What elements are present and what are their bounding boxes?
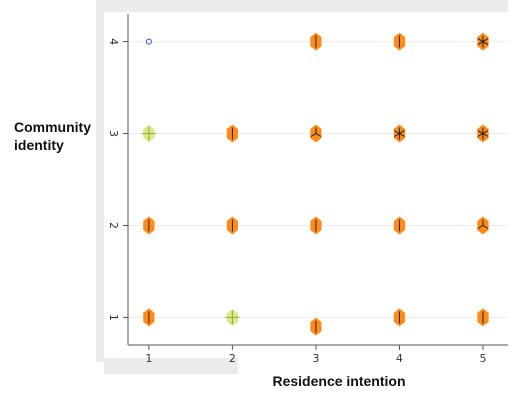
sunflower-petal [482, 133, 489, 137]
y-axis-title-line-1: Community [14, 119, 91, 135]
data-point-3-0.9 [310, 317, 322, 336]
y-axis-title: Community identity [14, 119, 91, 153]
data-point-1-1 [143, 308, 155, 327]
y-tick-label-3: 3 [107, 130, 120, 137]
data-point-4-4 [393, 32, 406, 51]
sunflower-petal [482, 38, 489, 43]
data-point-4-1 [393, 308, 406, 327]
data-point-5-2 [477, 216, 489, 235]
sunflower-petal [482, 41, 489, 46]
data-point-4-3 [393, 124, 406, 143]
y-tick-label-2: 2 [107, 222, 120, 229]
data-point-1-4 [145, 38, 152, 45]
data-point-4-2 [393, 216, 406, 235]
x-tick-label-3: 3 [312, 352, 319, 365]
sunflower-petal [477, 130, 484, 134]
data-points [141, 32, 489, 336]
grid-lines [128, 41, 508, 318]
sunflower-petal [393, 130, 400, 134]
sunflower-petal [477, 133, 484, 137]
frame-strip-left [96, 0, 104, 362]
sunflower-petal [315, 133, 322, 137]
x-tick-label-5: 5 [479, 352, 486, 365]
data-point-5-3 [477, 124, 489, 143]
tick-labels: 1 2 3 4 5 1 2 3 4 [107, 38, 486, 365]
sunflower-petal [310, 133, 317, 137]
sunflower-petal [477, 38, 484, 43]
y-tick-label-1: 1 [107, 314, 120, 321]
data-point-5-1 [477, 308, 489, 327]
data-point-3-3 [310, 124, 322, 143]
sunflower-petal [482, 130, 489, 134]
sunflower-petal [477, 41, 484, 46]
x-tick-label-4: 4 [396, 352, 403, 365]
data-point-2-1 [225, 308, 240, 326]
data-point-2-3 [226, 124, 238, 143]
y-axis-title-line-2: identity [14, 137, 64, 153]
data-point-3-2 [310, 216, 322, 235]
sunflower-petal [399, 130, 405, 134]
sunflower-petal [477, 225, 484, 229]
frame-strip-bottom [104, 358, 238, 374]
frame-strip-top [96, 0, 508, 12]
y-tick-label-4: 4 [107, 38, 120, 45]
data-point-1-3 [141, 125, 156, 142]
point-marker-circle [145, 38, 152, 45]
x-tick-label-2: 2 [229, 352, 236, 365]
data-point-3-4 [310, 32, 322, 51]
data-point-1-2 [143, 216, 155, 235]
sunflower-petal [399, 133, 405, 137]
x-axis-title: Residence intention [272, 373, 405, 389]
sunflower-petal [393, 133, 400, 137]
data-point-5-4 [477, 32, 489, 51]
sunflower-petal [482, 225, 489, 229]
data-point-2-2 [226, 216, 238, 235]
x-tick-label-1: 1 [145, 352, 152, 365]
axes [123, 14, 508, 350]
